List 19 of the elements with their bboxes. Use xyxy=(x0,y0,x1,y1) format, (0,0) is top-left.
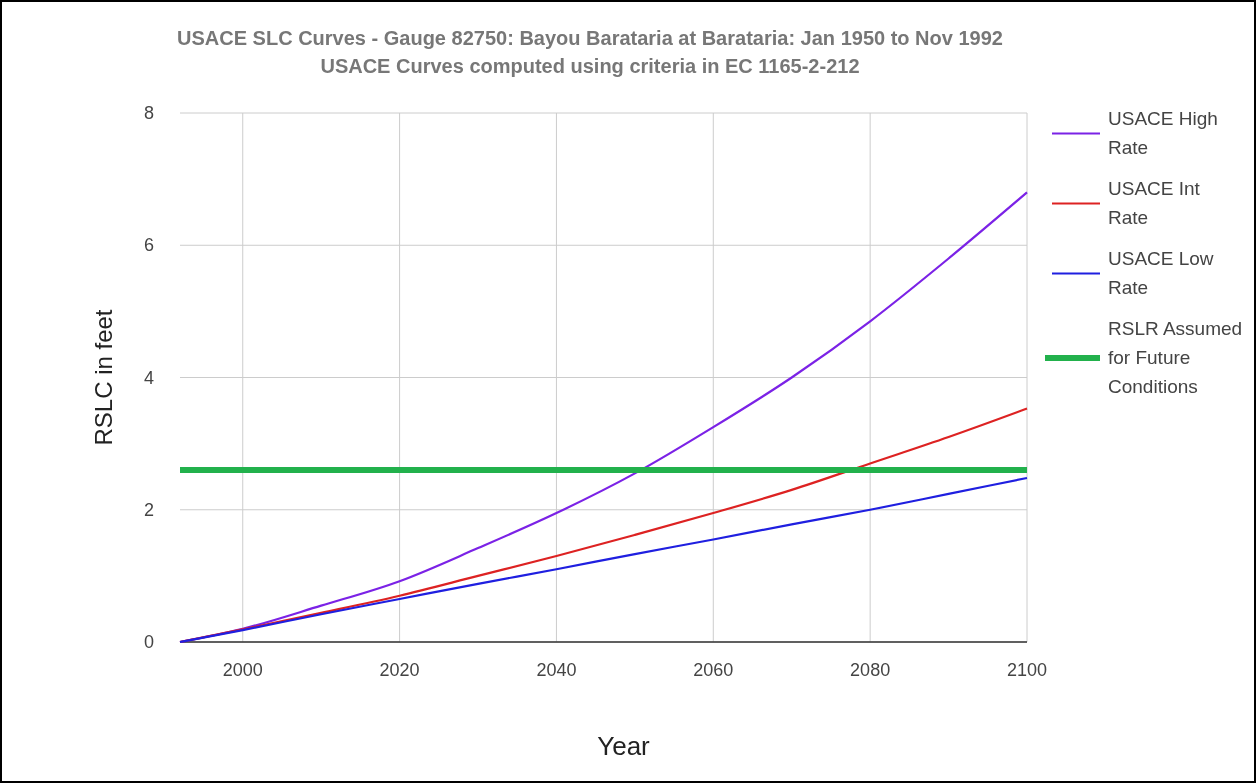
chart-title: USACE SLC Curves - Gauge 82750: Bayou Barataria at Barataria: Jan 1950 to Nov 1992 xyxy=(177,27,1003,49)
x-tick-label: 2100 xyxy=(1006,660,1048,680)
y-tick-label: 0 xyxy=(143,632,154,652)
x-tick-label: 2020 xyxy=(379,660,420,680)
legend-label: USACE Int Rate xyxy=(1108,178,1201,228)
x-tick-label: 2080 xyxy=(850,660,891,680)
chart-subtitle: USACE Curves computed using criteria in EC 1165-2-212 xyxy=(320,55,860,77)
legend-label: RSLR Assumed for Future Conditions xyxy=(1108,318,1243,397)
y-tick-label: 6 xyxy=(143,235,154,256)
y-tick-label: 4 xyxy=(143,367,154,388)
x-axis-title: Year xyxy=(597,731,651,761)
x-tick-label: 2000 xyxy=(222,660,263,680)
legend-label: USACE High Rate xyxy=(1108,108,1218,158)
x-tick-label: 2060 xyxy=(693,660,734,680)
y-tick-label: 2 xyxy=(143,499,154,520)
y-tick-label: 8 xyxy=(143,103,154,123)
y-axis-title: RSLC in feet xyxy=(90,309,117,446)
legend-label: USACE Low Rate xyxy=(1108,248,1214,298)
x-tick-label: 2040 xyxy=(536,660,577,680)
